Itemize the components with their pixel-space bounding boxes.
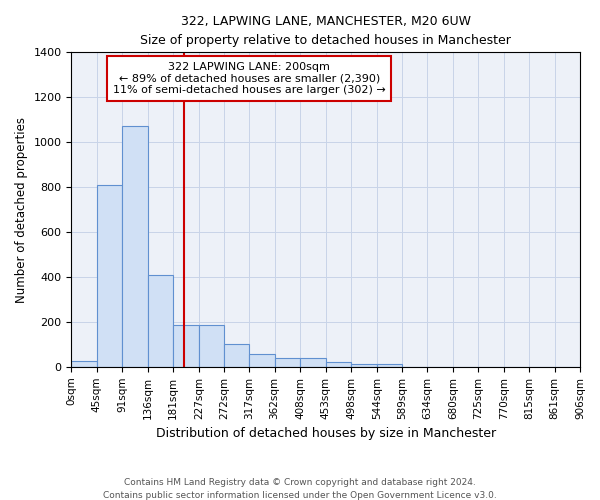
Title: 322, LAPWING LANE, MANCHESTER, M20 6UW
Size of property relative to detached hou: 322, LAPWING LANE, MANCHESTER, M20 6UW S… <box>140 15 511 47</box>
Bar <box>71 361 97 367</box>
Y-axis label: Number of detached properties: Number of detached properties <box>15 116 28 302</box>
Text: 322 LAPWING LANE: 200sqm
← 89% of detached houses are smaller (2,390)
11% of sem: 322 LAPWING LANE: 200sqm ← 89% of detach… <box>113 62 386 95</box>
Bar <box>122 126 148 367</box>
Bar <box>351 364 377 367</box>
Bar <box>224 344 250 367</box>
Bar <box>250 354 275 367</box>
Text: Contains HM Land Registry data © Crown copyright and database right 2024.
Contai: Contains HM Land Registry data © Crown c… <box>103 478 497 500</box>
Bar <box>199 326 224 367</box>
Bar <box>301 358 326 367</box>
Bar <box>326 362 351 367</box>
Bar <box>275 358 301 367</box>
X-axis label: Distribution of detached houses by size in Manchester: Distribution of detached houses by size … <box>155 427 496 440</box>
Bar <box>148 274 173 367</box>
Bar <box>377 364 402 367</box>
Bar <box>97 185 122 367</box>
Bar <box>173 326 199 367</box>
